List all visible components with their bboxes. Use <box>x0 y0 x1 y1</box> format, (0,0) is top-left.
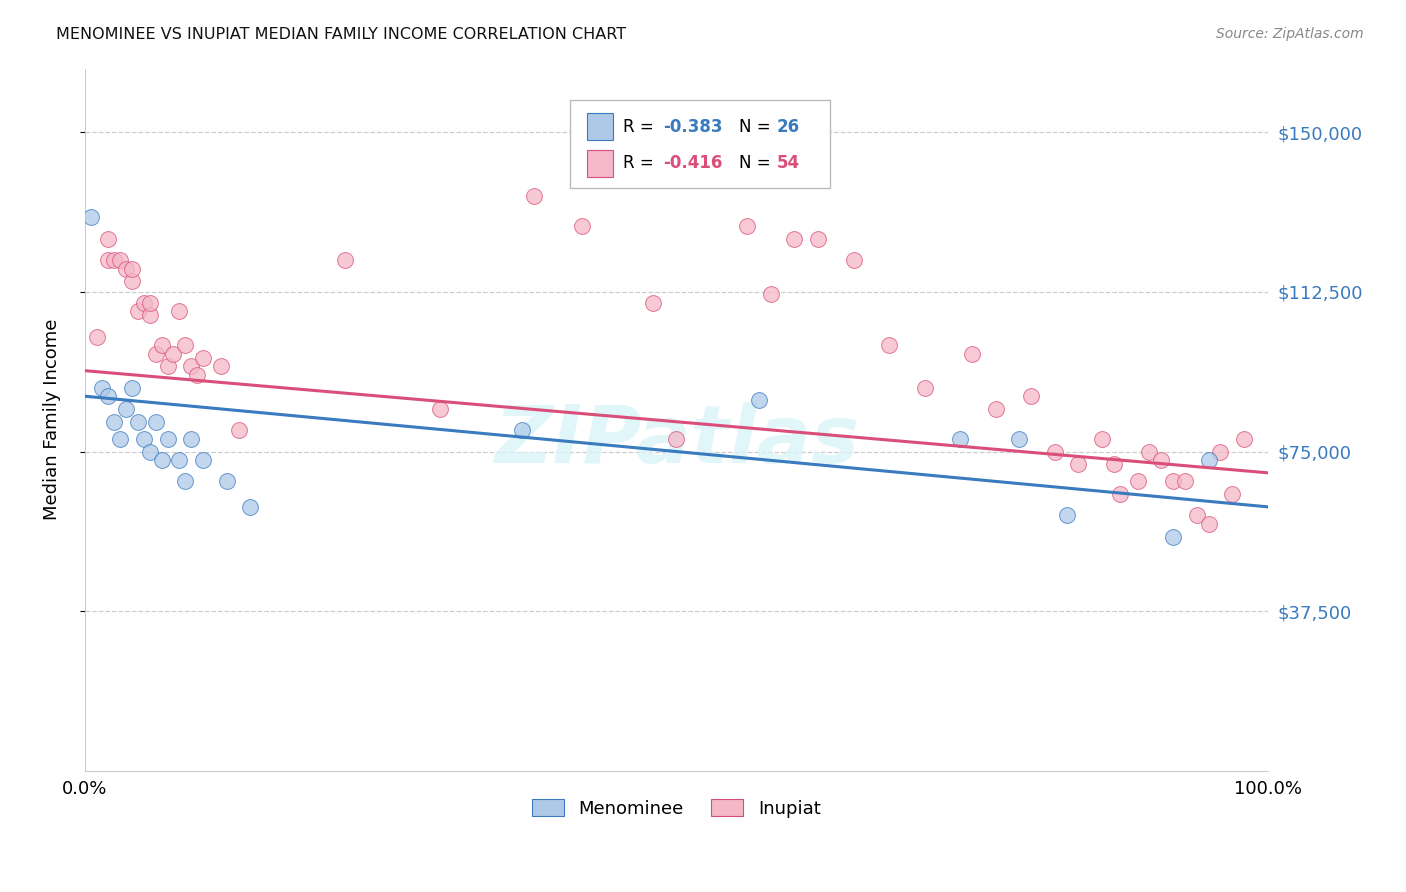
Point <box>1198 516 1220 531</box>
Point <box>1150 453 1173 467</box>
Point <box>807 232 830 246</box>
Point <box>169 453 191 467</box>
Point <box>174 338 197 352</box>
Point <box>191 453 214 467</box>
Point <box>1161 530 1184 544</box>
Text: R =: R = <box>623 154 659 172</box>
Point <box>186 368 208 382</box>
Point <box>180 432 202 446</box>
Point <box>145 346 167 360</box>
Point <box>79 211 101 225</box>
Point <box>215 475 238 489</box>
Point <box>103 415 125 429</box>
Point <box>1108 487 1130 501</box>
FancyBboxPatch shape <box>588 113 613 140</box>
FancyBboxPatch shape <box>588 150 613 177</box>
Point <box>333 253 356 268</box>
Point <box>180 359 202 374</box>
Point <box>115 401 138 416</box>
Point <box>1233 432 1256 446</box>
Text: ZIPatlas: ZIPatlas <box>494 401 859 480</box>
Point <box>139 309 162 323</box>
Point <box>1126 475 1149 489</box>
Point <box>121 274 143 288</box>
Text: -0.383: -0.383 <box>664 118 723 136</box>
Point <box>156 359 179 374</box>
Y-axis label: Median Family Income: Median Family Income <box>44 319 60 520</box>
Point <box>1067 458 1090 472</box>
Point <box>97 232 120 246</box>
Point <box>1198 453 1220 467</box>
Point <box>735 219 758 233</box>
Point <box>97 253 120 268</box>
Point <box>97 389 120 403</box>
Point <box>641 295 664 310</box>
Point <box>1174 475 1197 489</box>
Point <box>121 381 143 395</box>
Point <box>1137 444 1160 458</box>
Point <box>877 338 900 352</box>
Point <box>86 329 108 343</box>
Point <box>1185 508 1208 523</box>
Text: N =: N = <box>740 118 776 136</box>
Point <box>523 189 546 203</box>
Point <box>115 261 138 276</box>
Point <box>174 475 197 489</box>
Point <box>1102 458 1125 472</box>
Point <box>150 338 173 352</box>
Point <box>127 415 149 429</box>
Text: N =: N = <box>740 154 776 172</box>
Point <box>1008 432 1031 446</box>
Point <box>139 444 162 458</box>
Point <box>145 415 167 429</box>
Point <box>1019 389 1042 403</box>
Point <box>162 346 184 360</box>
Point <box>748 393 770 408</box>
Point <box>665 432 688 446</box>
Point <box>571 219 593 233</box>
Text: R =: R = <box>623 118 659 136</box>
Point <box>156 432 179 446</box>
Point <box>783 232 806 246</box>
Point <box>209 359 232 374</box>
Point <box>110 253 132 268</box>
Text: MENOMINEE VS INUPIAT MEDIAN FAMILY INCOME CORRELATION CHART: MENOMINEE VS INUPIAT MEDIAN FAMILY INCOM… <box>56 27 626 42</box>
Point <box>91 381 114 395</box>
FancyBboxPatch shape <box>569 100 830 188</box>
Point <box>121 261 143 276</box>
Point <box>842 253 865 268</box>
Point <box>228 423 250 437</box>
Text: 54: 54 <box>776 154 800 172</box>
Point <box>960 346 983 360</box>
Point <box>139 295 162 310</box>
Text: Source: ZipAtlas.com: Source: ZipAtlas.com <box>1216 27 1364 41</box>
Point <box>1056 508 1078 523</box>
Point <box>239 500 262 514</box>
Point <box>949 432 972 446</box>
Point <box>984 401 1007 416</box>
Point <box>759 287 782 301</box>
Point <box>1043 444 1066 458</box>
Point <box>914 381 936 395</box>
Point <box>103 253 125 268</box>
Point <box>150 453 173 467</box>
Point <box>512 423 534 437</box>
Point <box>132 432 155 446</box>
Point <box>169 304 191 318</box>
Point <box>1091 432 1114 446</box>
Point <box>1209 444 1232 458</box>
Point <box>127 304 149 318</box>
Point <box>191 351 214 365</box>
Legend: Menominee, Inupiat: Menominee, Inupiat <box>524 792 828 825</box>
Point <box>1220 487 1243 501</box>
Point <box>132 295 155 310</box>
Text: -0.416: -0.416 <box>664 154 723 172</box>
Point <box>429 401 451 416</box>
Point <box>110 432 132 446</box>
Text: 26: 26 <box>776 118 800 136</box>
Point <box>1161 475 1184 489</box>
